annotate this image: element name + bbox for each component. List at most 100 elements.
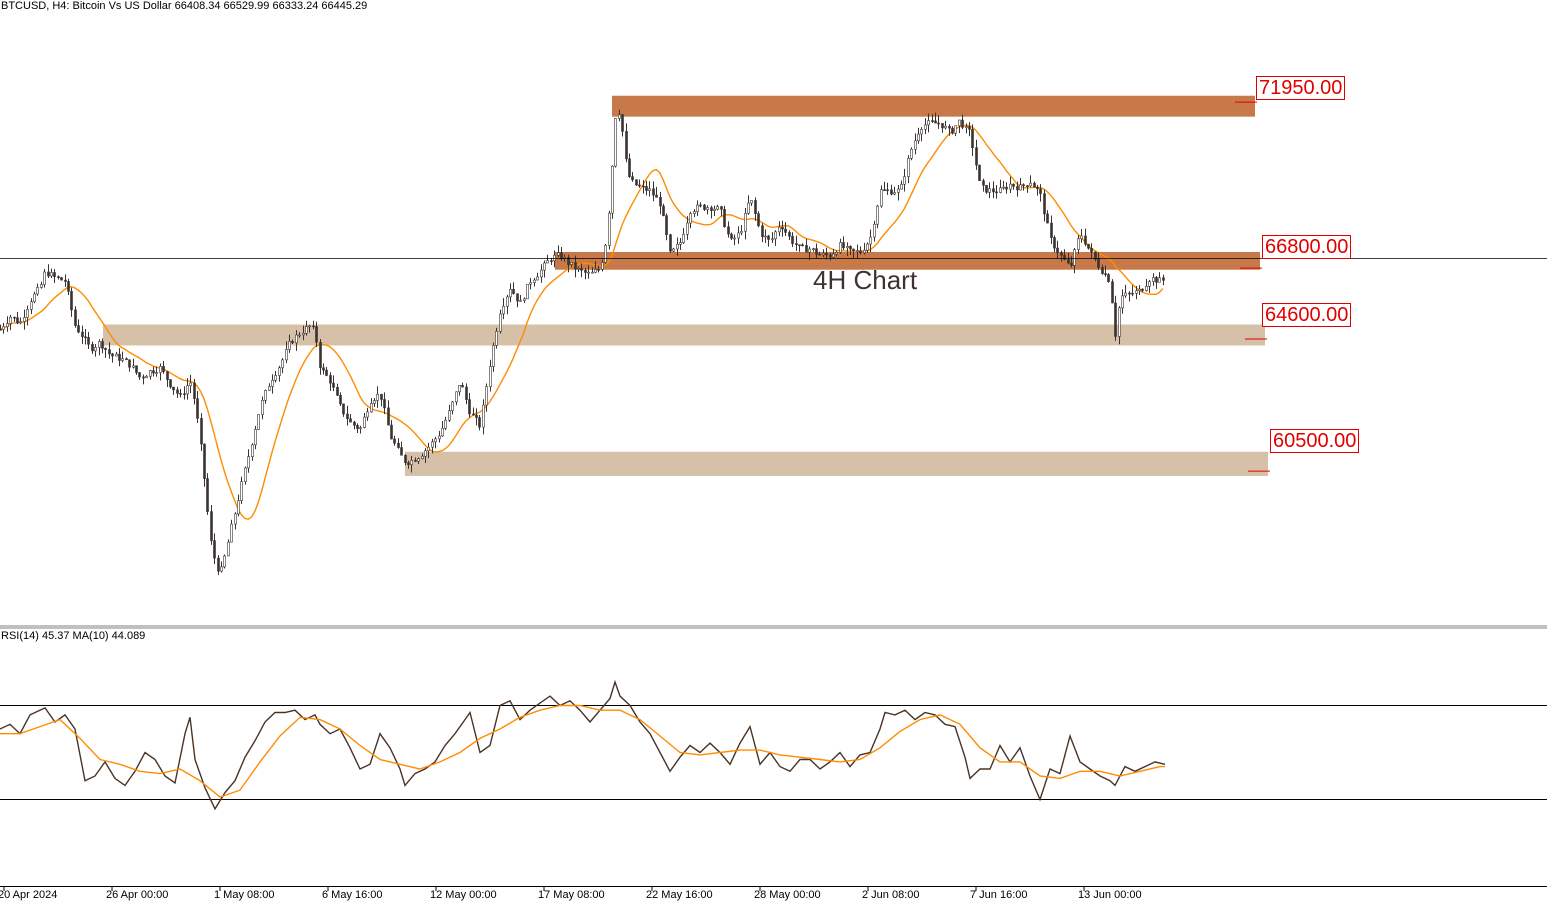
candle-body [478,417,481,428]
candle-body [339,395,342,405]
rsi-header: RSI(14) 45.37 MA(10) 44.089 [1,630,146,642]
candle-body [631,176,634,181]
candle-body [298,334,301,337]
candle-body [19,321,22,324]
candle-body [502,306,505,315]
candle-body [118,353,121,361]
candle-body [958,119,961,127]
candle-body [203,443,206,479]
candle-body [798,244,801,247]
zone-64600.00 [103,324,1265,346]
candle-body [274,375,277,381]
zone-71950.00 [612,95,1255,117]
candle-body [713,208,716,211]
candle-body [30,301,33,310]
candle-body [1077,238,1080,250]
candle-body [458,385,461,393]
candle-body [920,128,923,135]
candle-body [941,123,944,129]
candle-body [1002,186,1005,189]
candle-body [227,541,230,557]
candle-body [1009,183,1012,190]
candle-body [570,262,573,265]
candle-body [1060,252,1063,256]
x-tick-label: 6 May 16:00 [322,889,383,901]
candle-body [1101,267,1104,274]
candle-body [781,226,784,230]
candle-body [319,341,322,369]
candle-body [635,179,638,186]
candle-body [220,566,223,572]
candle-body [455,391,458,403]
candle-body [271,380,274,387]
candle-body [580,267,583,271]
candle-body [696,204,699,212]
candle-body [427,446,430,452]
candle-body [931,120,934,122]
candle-body [574,262,577,270]
candle-body [0,329,2,331]
candle-body [706,207,709,210]
candle-body [822,253,825,256]
candle-body [1080,235,1083,239]
candle-body [842,242,845,249]
candle-body [1131,292,1134,295]
candle-body [414,460,417,462]
candle-body [121,358,124,361]
candle-body [261,400,264,415]
candle-body [937,122,940,125]
candle-body [257,414,260,430]
candle-body [342,403,345,415]
candle-body [778,226,781,233]
candle-body [370,403,373,413]
candle-body [128,359,131,368]
candle-body [393,438,396,444]
candle-body [699,204,702,207]
candle-body [557,252,560,256]
candle-body [234,513,237,525]
candle-body [380,393,383,400]
candle-body [676,243,679,250]
candle-body [1114,302,1117,337]
candle-body [669,234,672,252]
candle-body [291,341,294,344]
candle-body [13,316,16,319]
candle-body [907,158,910,177]
candle-body [784,228,787,233]
candle-body [917,133,920,142]
candle-body [1019,184,1022,191]
candle-body [240,481,243,502]
candle-body [485,386,488,406]
candle-body [801,244,804,247]
candle-body [965,126,968,128]
candle-body [1022,184,1025,186]
candle-body [886,189,889,192]
candle-body [815,248,818,255]
candle-body [1043,193,1046,215]
candle-body [961,119,964,128]
candle-body [1029,182,1032,187]
candle-body [213,540,216,559]
candle-body [159,366,162,373]
candle-body [149,370,152,377]
candle-body [614,118,617,167]
candle-body [954,125,957,134]
candle-body [876,205,879,225]
candle-body [155,372,158,374]
candle-body [172,386,175,391]
candle-body [1046,213,1049,224]
candle-body [332,382,335,388]
x-tick-label: 22 May 16:00 [646,889,713,901]
candle-body [186,385,189,395]
candle-body [268,386,271,391]
candle-body [247,456,250,469]
candle-body [767,235,770,240]
candle-body [1104,273,1107,275]
candle-body [468,399,471,415]
candle-body [472,413,475,416]
candle-body [1152,277,1155,282]
candle-body [421,455,424,459]
candle-body [866,243,869,251]
x-tick-label: 20 Apr 2024 [0,889,58,901]
candle-body [26,309,29,318]
